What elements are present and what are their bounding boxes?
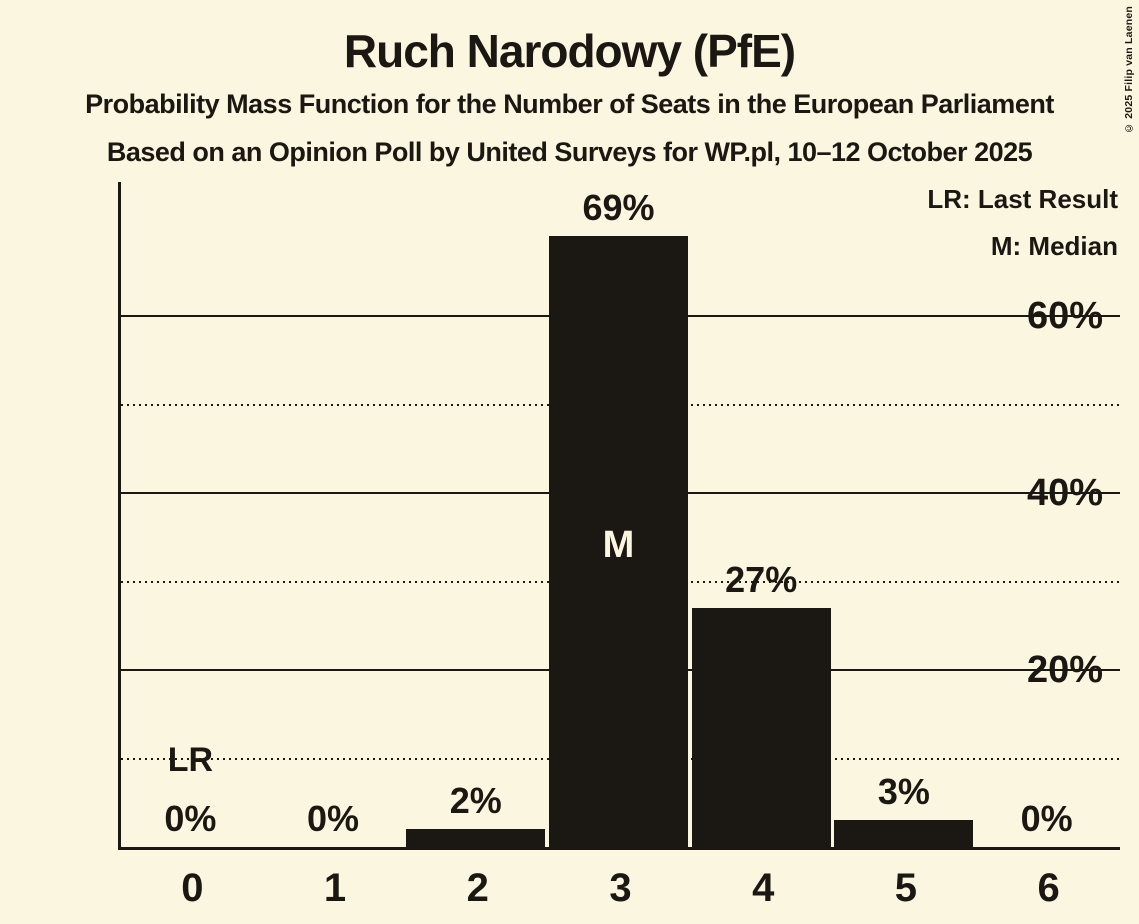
chart-subtitle-line1: Probability Mass Function for the Number… xyxy=(85,89,1054,119)
x-tick-1: 1 xyxy=(323,866,347,910)
bar-seat-3 xyxy=(549,236,688,847)
chart-legend: LR: Last Result M: Median xyxy=(927,176,1118,270)
bar-value-label-3: 69% xyxy=(582,187,655,228)
bar-seat-4 xyxy=(691,608,831,847)
x-tick-6: 6 xyxy=(1037,866,1060,910)
plot-area: LR: Last Result M: Median 0% LR 0% 2% 69% M 27… xyxy=(118,182,1120,850)
x-tick-2: 2 xyxy=(466,866,489,910)
bar-value-label-2: 2% xyxy=(449,780,502,821)
bar-seat-2 xyxy=(406,829,546,847)
chart-subtitle-line2: Based on an Opinion Poll by United Surve… xyxy=(106,137,1033,167)
copyright-notice: © 2025 Filip van Laenen xyxy=(1123,6,1135,135)
x-axis-tick-labels: 0 1 2 3 4 5 6 xyxy=(121,866,1120,916)
y-tick-40: 40% xyxy=(1026,472,1103,514)
legend-median: M: Median xyxy=(990,231,1118,261)
x-tick-0: 0 xyxy=(181,866,204,910)
bar-value-label-5: 3% xyxy=(877,771,930,812)
median-marker: M xyxy=(602,524,635,566)
x-tick-3: 3 xyxy=(609,866,632,910)
bar-value-label-0: 0% xyxy=(164,798,217,839)
x-tick-5: 5 xyxy=(894,866,918,910)
bar-value-label-4: 27% xyxy=(725,559,798,600)
bar-seat-5 xyxy=(834,820,974,847)
chart-title: Ruch Narodowy (PfE) xyxy=(343,25,796,77)
y-tick-20: 20% xyxy=(1026,649,1103,691)
x-tick-4: 4 xyxy=(752,866,775,910)
last-result-marker: LR xyxy=(167,741,214,779)
bar-value-label-1: 0% xyxy=(307,798,360,839)
legend-last-result: LR: Last Result xyxy=(927,184,1118,214)
y-tick-60: 60% xyxy=(1026,295,1103,337)
bar-value-label-6: 0% xyxy=(1020,798,1073,839)
